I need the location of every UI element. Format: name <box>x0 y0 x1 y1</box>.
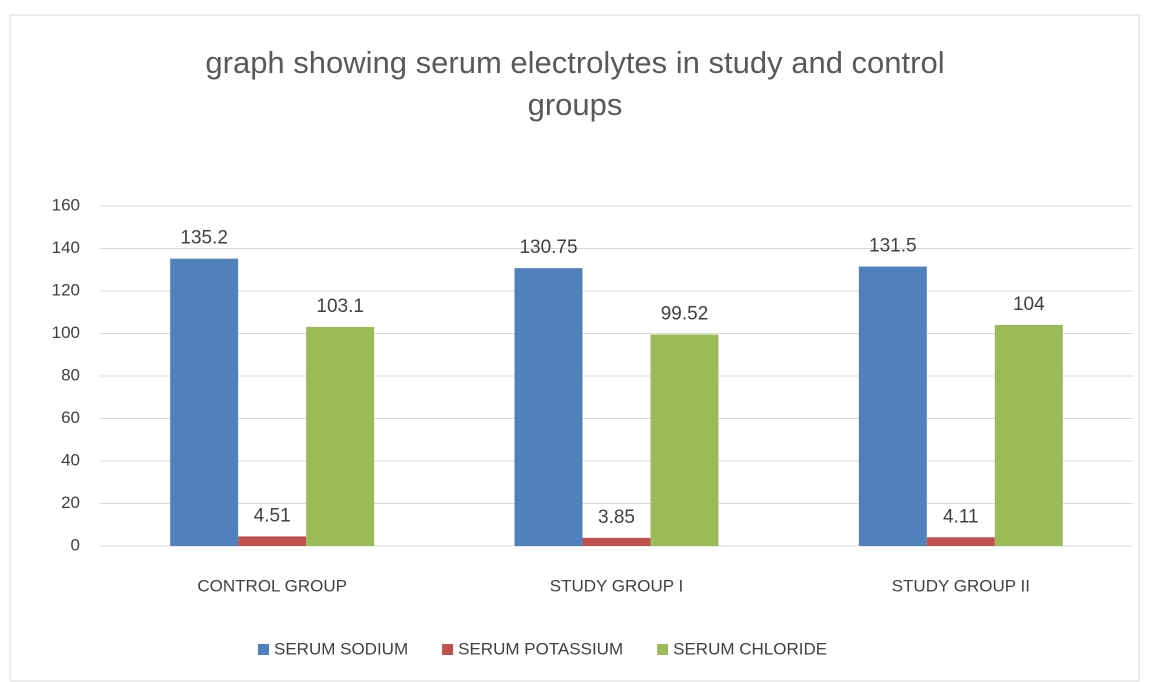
legend-swatch <box>442 644 454 655</box>
bar <box>858 266 927 546</box>
y-tick-label: 20 <box>61 493 80 512</box>
legend-label: SERUM POTASSIUM <box>458 639 623 658</box>
chart-title: graph showing serum electrolytes in stud… <box>205 45 945 122</box>
bar <box>514 268 583 546</box>
data-label: 104 <box>1013 294 1045 315</box>
bar <box>238 536 307 546</box>
y-tick-label: 60 <box>61 408 80 427</box>
bar <box>582 537 651 546</box>
bar <box>170 258 239 546</box>
legend-swatch <box>258 644 269 655</box>
data-label: 4.11 <box>943 506 979 527</box>
bar <box>650 334 719 546</box>
y-tick-label: 140 <box>52 238 80 257</box>
data-label: 3.85 <box>598 507 635 528</box>
data-label: 130.75 <box>519 237 577 258</box>
data-label: 131.5 <box>869 236 917 257</box>
data-label: 135.2 <box>180 228 228 249</box>
bar <box>306 326 375 546</box>
bar <box>994 325 1063 546</box>
y-tick-label: 100 <box>52 323 80 342</box>
data-label: 99.52 <box>661 304 709 325</box>
y-tick-label: 80 <box>61 365 80 384</box>
chart-border <box>9 14 1140 682</box>
data-label: 4.51 <box>254 505 291 526</box>
x-tick-label: STUDY GROUP II <box>892 576 1030 595</box>
y-tick-label: 160 <box>52 195 80 214</box>
x-tick-label: CONTROL GROUP <box>197 576 347 595</box>
legend-label: SERUM SODIUM <box>274 639 408 658</box>
bar <box>926 537 995 546</box>
x-tick-label: STUDY GROUP I <box>550 576 684 595</box>
data-label: 103.1 <box>316 296 364 317</box>
y-tick-label: 120 <box>52 280 80 299</box>
legend-swatch <box>657 644 669 655</box>
legend-label: SERUM CHLORIDE <box>673 639 827 658</box>
y-tick-label: 40 <box>61 450 80 469</box>
y-tick-label: 0 <box>71 535 80 554</box>
